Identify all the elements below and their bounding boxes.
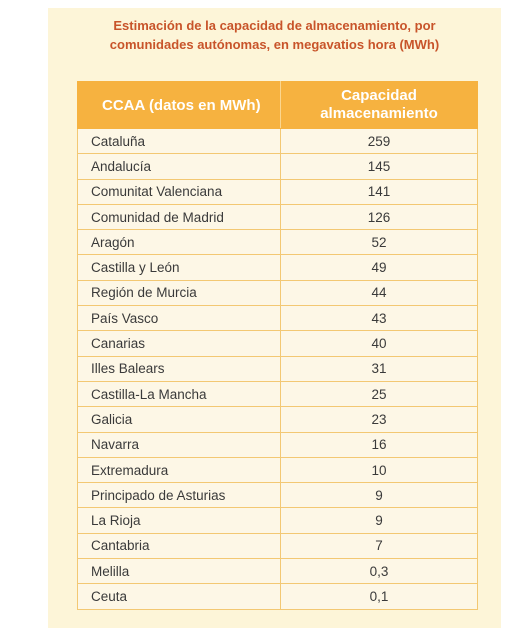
table-row: Extremadura 10	[77, 456, 478, 484]
table-row: Ceuta 0,1	[77, 583, 478, 610]
region-name-cell: Cantabria	[77, 532, 281, 560]
column-header-ccaa: CCAA (datos en MWh)	[77, 81, 281, 129]
column-header-capacity-line-1: Capacidad	[341, 87, 417, 104]
table-row: Illes Balears 31	[77, 355, 478, 382]
table-row: Castilla y León 49	[77, 254, 478, 281]
table-row: Cantabria 7	[77, 532, 478, 560]
region-name-cell: Comunitat Valenciana	[77, 178, 281, 205]
capacity-value-cell: 49	[280, 254, 478, 281]
region-name-cell: Illes Balears	[77, 355, 281, 382]
region-name-cell: Melilla	[77, 558, 281, 585]
region-name-cell: Ceuta	[77, 583, 281, 610]
table-row: Comunidad de Madrid 126	[77, 203, 478, 231]
capacity-value-cell: 43	[280, 305, 478, 332]
column-header-capacity: Capacidad almacenamiento	[280, 81, 478, 129]
table-row: Navarra 16	[77, 431, 478, 458]
region-name-cell: Cataluña	[77, 127, 281, 155]
region-name-cell: Castilla-La Mancha	[77, 380, 281, 408]
capacity-value-cell: 10	[280, 456, 478, 484]
table-body: Cataluña 259 Andalucía 145 Comunitat Valenci…	[77, 127, 478, 610]
table-row: Cataluña 259	[77, 127, 478, 155]
region-name-cell: Extremadura	[77, 456, 281, 484]
capacity-value-cell: 0,3	[280, 558, 478, 585]
capacity-value-cell: 145	[280, 153, 478, 180]
region-name-cell: Principado de Asturias	[77, 482, 281, 509]
capacity-value-cell: 52	[280, 229, 478, 256]
region-name-cell: Aragón	[77, 229, 281, 256]
capacity-value-cell: 9	[280, 507, 478, 534]
region-name-cell: Comunidad de Madrid	[77, 203, 281, 231]
region-name-cell: Canarias	[77, 330, 281, 357]
region-name-cell: Andalucía	[77, 153, 281, 180]
table-panel: Estimación de la capacidad de almacenami…	[48, 8, 501, 628]
capacity-value-cell: 16	[280, 431, 478, 458]
table-row: Canarias 40	[77, 330, 478, 357]
table-row: Andalucía 145	[77, 153, 478, 180]
title-line-1: Estimación de la capacidad de almacenami…	[113, 18, 436, 33]
table-row: Principado de Asturias 9	[77, 482, 478, 509]
capacity-value-cell: 0,1	[280, 583, 478, 610]
region-name-cell: Galicia	[77, 406, 281, 433]
capacity-value-cell: 9	[280, 482, 478, 509]
title-line-2: comunidades autónomas, en megavatios hor…	[109, 37, 440, 52]
capacity-value-cell: 40	[280, 330, 478, 357]
storage-table: CCAA (datos en MWh) Capacidad almacenami…	[77, 81, 478, 610]
table-title: Estimación de la capacidad de almacenami…	[48, 16, 501, 54]
table-row: Castilla-La Mancha 25	[77, 380, 478, 408]
table-row: La Rioja 9	[77, 507, 478, 534]
table-row: Galicia 23	[77, 406, 478, 433]
region-name-cell: La Rioja	[77, 507, 281, 534]
region-name-cell: País Vasco	[77, 305, 281, 332]
capacity-value-cell: 44	[280, 279, 478, 307]
capacity-value-cell: 259	[280, 127, 478, 155]
table-row: Aragón 52	[77, 229, 478, 256]
header-row: CCAA (datos en MWh) Capacidad almacenami…	[77, 81, 478, 129]
column-header-capacity-line-2: almacenamiento	[320, 105, 438, 122]
capacity-value-cell: 31	[280, 355, 478, 382]
table-row: País Vasco 43	[77, 305, 478, 332]
table-row: Región de Murcia 44	[77, 279, 478, 307]
capacity-value-cell: 7	[280, 532, 478, 560]
capacity-value-cell: 141	[280, 178, 478, 205]
region-name-cell: Navarra	[77, 431, 281, 458]
region-name-cell: Castilla y León	[77, 254, 281, 281]
table-row: Melilla 0,3	[77, 558, 478, 585]
table-row: Comunitat Valenciana 141	[77, 178, 478, 205]
capacity-value-cell: 25	[280, 380, 478, 408]
capacity-value-cell: 23	[280, 406, 478, 433]
capacity-value-cell: 126	[280, 203, 478, 231]
region-name-cell: Región de Murcia	[77, 279, 281, 307]
